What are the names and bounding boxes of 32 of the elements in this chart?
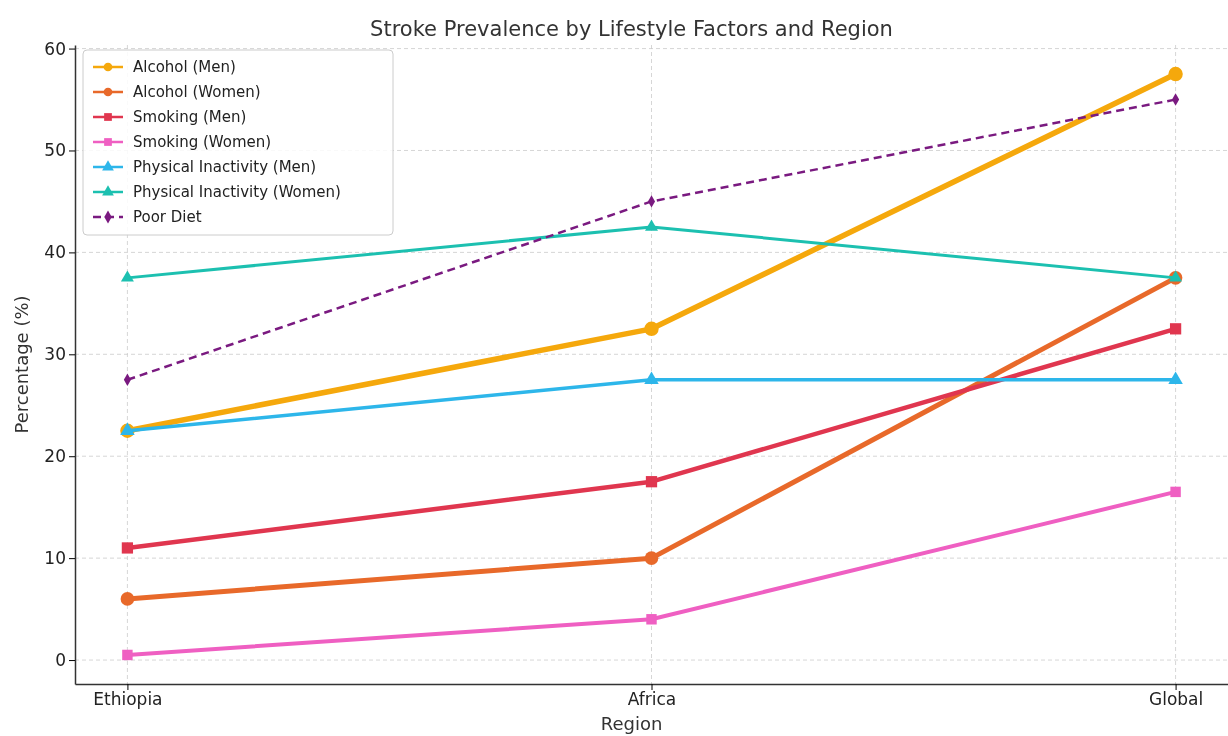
chart-title: Stroke Prevalence by Lifestyle Factors and Region (370, 17, 893, 41)
point (120, 270, 134, 282)
legend-label: Physical Inactivity (Men) (133, 158, 317, 176)
y-tick-label: 50 (44, 140, 66, 161)
y-tick-label: 30 (44, 344, 66, 365)
y-tick-label: 60 (44, 38, 66, 59)
y-axis-title: Percentage (%) (11, 295, 32, 434)
point (122, 649, 133, 661)
point (644, 551, 659, 565)
legend-label: Poor Diet (133, 208, 202, 226)
legend-label: Alcohol (Women) (133, 83, 261, 101)
point (646, 614, 657, 625)
x-tick-label: Ethiopia (93, 689, 163, 710)
point (120, 592, 135, 606)
y-tick-label: 0 (55, 649, 66, 670)
point (644, 321, 659, 337)
y-tick-label: 10 (44, 548, 66, 569)
y-tick-label: 40 (44, 242, 66, 263)
y-tick-label: 20 (44, 446, 66, 467)
point (645, 219, 658, 231)
legend-label: Alcohol (Men) (133, 58, 236, 76)
point (1169, 323, 1182, 335)
x-tick-label: Africa (627, 689, 677, 710)
legend-label: Smoking (Women) (133, 133, 272, 151)
legend-label: Smoking (Men) (133, 108, 247, 126)
x-tick-label: Global (1148, 689, 1204, 710)
point (121, 542, 134, 554)
x-axis-title: Region (600, 713, 663, 734)
legend-label: Physical Inactivity (Women) (133, 183, 341, 201)
point (1170, 486, 1181, 498)
point (645, 476, 658, 488)
point (1168, 66, 1183, 82)
